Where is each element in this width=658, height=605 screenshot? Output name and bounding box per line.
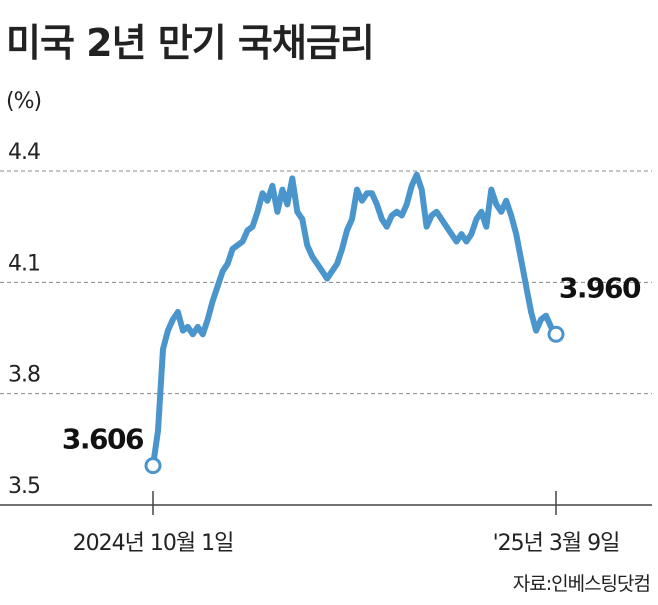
y-tick-label: 3.8 — [8, 363, 40, 388]
value-label: 3.960 — [559, 271, 641, 304]
y-tick-label: 4.4 — [8, 140, 40, 165]
chart-title: 미국 2년 만기 국채금리 — [6, 21, 374, 65]
line — [150, 171, 559, 469]
y-unit-label: (%) — [6, 89, 41, 114]
y-tick-label: 4.1 — [8, 251, 40, 276]
end-point — [547, 325, 565, 343]
y-tick-label: 3.5 — [8, 474, 40, 499]
x-tick-label: '25년 3월 9일 — [493, 531, 620, 556]
x-tick-label: 2024년 10월 1일 — [73, 531, 234, 556]
value-label: 3.606 — [62, 423, 143, 456]
end-point — [144, 457, 162, 475]
source: 자료:인베스팅닷컴 — [513, 573, 650, 595]
